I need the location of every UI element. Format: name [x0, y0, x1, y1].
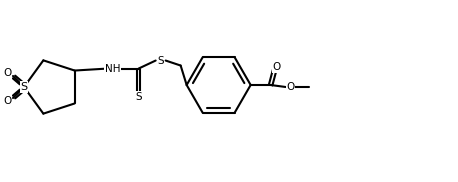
Text: O: O	[3, 68, 11, 78]
Text: O: O	[273, 62, 281, 72]
Text: S: S	[136, 92, 142, 102]
Text: NH: NH	[105, 64, 120, 74]
Text: S: S	[158, 56, 164, 66]
Text: O: O	[3, 96, 11, 106]
Text: O: O	[287, 82, 295, 92]
Text: S: S	[21, 82, 27, 92]
